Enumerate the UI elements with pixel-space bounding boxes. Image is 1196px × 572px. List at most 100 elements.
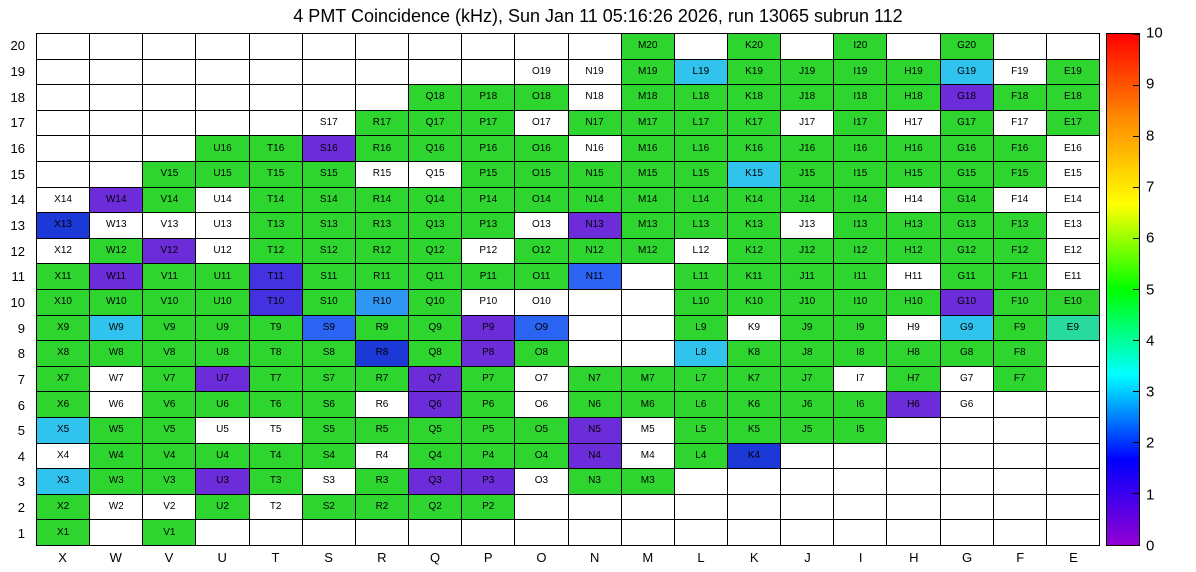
heatmap-cell: P16 — [462, 136, 515, 161]
colorbar-tick-label: 6 — [1146, 229, 1155, 247]
cell-label: W14 — [105, 193, 127, 205]
cell-label: S9 — [322, 321, 335, 333]
colorbar-tick-label: 3 — [1146, 383, 1155, 401]
heatmap-cell-empty — [143, 85, 196, 110]
heatmap-cell: G10 — [940, 290, 993, 315]
cell-label: L19 — [692, 65, 710, 77]
y-axis-tick-label: 2 — [17, 500, 25, 516]
heatmap-cell: S11 — [302, 264, 355, 289]
heatmap-cell: R15 — [355, 162, 409, 187]
cell-label: Q12 — [425, 245, 445, 257]
heatmap-cell: W5 — [90, 418, 143, 443]
cell-label: X13 — [54, 219, 72, 231]
heatmap-cell: J13 — [781, 213, 834, 238]
cell-label: T15 — [267, 168, 285, 180]
heatmap-cell: H16 — [887, 136, 940, 161]
cell-label: I7 — [856, 373, 865, 385]
heatmap-cell: E16 — [1046, 136, 1099, 161]
heatmap-cell: H9 — [887, 315, 940, 341]
heatmap-cell: F14 — [993, 187, 1046, 213]
heatmap-cell: O19 — [515, 59, 568, 85]
heatmap-cell: V15 — [143, 162, 196, 187]
heatmap-cell: S3 — [302, 469, 355, 494]
cell-label: X3 — [56, 475, 70, 487]
heatmap-cell-empty — [781, 494, 834, 520]
heatmap-cell: L7 — [674, 366, 727, 392]
cell-label: U5 — [216, 424, 229, 436]
x-axis-tick-label: T — [271, 550, 280, 565]
cell-label: G15 — [957, 168, 977, 180]
heatmap-cell: M15 — [621, 162, 674, 187]
heatmap-cell-empty — [515, 520, 568, 545]
heatmap-cell-empty — [196, 34, 249, 59]
heatmap-cell-empty — [1046, 341, 1099, 366]
heatmap-cell: J11 — [781, 264, 834, 289]
heatmap-cell: I18 — [834, 85, 887, 110]
cell-label: K18 — [745, 91, 763, 103]
heatmap-cell: O8 — [515, 341, 568, 366]
heatmap-cell: P10 — [462, 290, 515, 315]
colorbar-tick-mark — [1133, 340, 1139, 342]
heatmap-cell: X13 — [37, 213, 90, 238]
cell-label: O19 — [531, 65, 551, 77]
heatmap-cell-empty — [462, 520, 515, 545]
cell-label: P16 — [479, 142, 498, 154]
heatmap-cell-empty — [727, 494, 781, 520]
cell-label: O10 — [531, 296, 551, 308]
heatmap-cell-empty — [781, 443, 834, 469]
heatmap-cell: G13 — [940, 213, 993, 238]
heatmap-cell-empty — [37, 136, 90, 161]
cell-label: S12 — [319, 245, 338, 257]
colorbar-tick-label: 1 — [1146, 486, 1155, 504]
heatmap-cell: O4 — [515, 443, 568, 469]
cell-label: R7 — [375, 373, 389, 385]
y-axis-tick-label: 13 — [10, 217, 25, 233]
heatmap-cell: O18 — [515, 85, 568, 110]
heatmap-cell-empty — [568, 341, 621, 366]
heatmap-cell-empty — [781, 520, 834, 545]
heatmap-cell: F16 — [993, 136, 1046, 161]
cell-label: T11 — [267, 270, 284, 282]
cell-label: V8 — [163, 347, 176, 359]
heatmap-cell-empty — [355, 34, 409, 59]
cell-label: K14 — [745, 193, 763, 205]
cell-label: V15 — [160, 168, 179, 180]
heatmap-cell: U15 — [196, 162, 249, 187]
heatmap-cell-empty — [940, 520, 993, 545]
heatmap-cell-empty — [568, 494, 621, 520]
cell-label: G12 — [957, 245, 977, 257]
cell-label: J6 — [801, 398, 813, 410]
heatmap-cell-empty — [621, 494, 674, 520]
heatmap-cell: P13 — [462, 213, 515, 238]
heatmap-cell-empty — [143, 136, 196, 161]
cell-label: P5 — [482, 424, 495, 436]
x-axis-tick-label: Q — [429, 550, 441, 565]
heatmap-cell: Q7 — [409, 366, 462, 392]
heatmap-cell: H19 — [887, 59, 940, 85]
heatmap-cell-empty — [355, 85, 409, 110]
cell-label: H19 — [904, 65, 923, 77]
heatmap-cell: K6 — [727, 392, 781, 417]
cell-label: G10 — [957, 296, 977, 308]
colorbar-tick-mark — [1133, 237, 1139, 239]
heatmap-cell-empty — [1046, 418, 1099, 443]
heatmap-cell-empty — [834, 443, 887, 469]
heatmap-cell-empty — [37, 85, 90, 110]
cell-label: U2 — [216, 501, 229, 513]
cell-label: L6 — [695, 398, 707, 410]
heatmap-cell: P7 — [462, 366, 515, 392]
cell-label: L16 — [692, 142, 710, 154]
cell-label: R3 — [375, 475, 389, 487]
heatmap-cell: L16 — [674, 136, 727, 161]
heatmap-cell: S15 — [302, 162, 355, 187]
cell-label: T5 — [269, 424, 282, 436]
cell-label: R12 — [372, 245, 392, 257]
heatmap-cell: E17 — [1046, 110, 1099, 136]
heatmap-cell: H11 — [887, 264, 940, 289]
heatmap-cell: K14 — [727, 187, 781, 213]
heatmap-cell: I7 — [834, 366, 887, 392]
heatmap-cell: Q16 — [409, 136, 462, 161]
heatmap-cell: F11 — [993, 264, 1046, 289]
heatmap-cell: V6 — [143, 392, 196, 417]
cell-label: Q2 — [428, 501, 442, 513]
